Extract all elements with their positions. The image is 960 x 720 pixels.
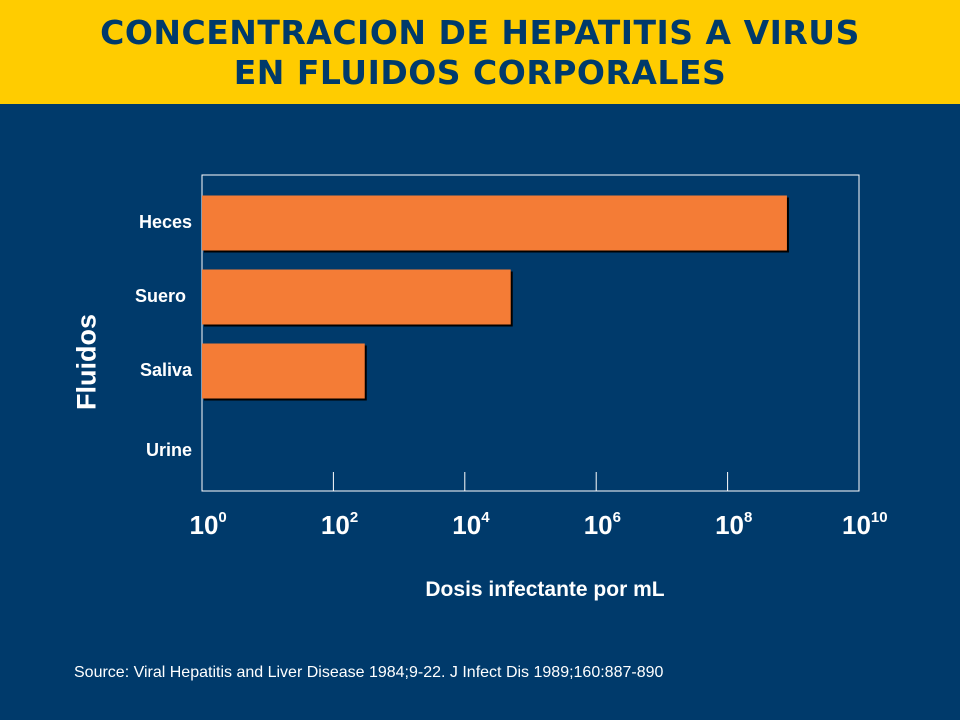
source-citation: Source: Viral Hepatitis and Liver Diseas…: [74, 664, 664, 681]
title-banner: CONCENTRACION DE HEPATITIS A VIRUS EN FL…: [0, 0, 960, 104]
x-tick-exponent: 0: [218, 509, 227, 527]
x-tick-base: 10: [715, 510, 745, 540]
category-label-saliva: Saliva: [139, 360, 192, 380]
slide-title-line-2: EN FLUIDOS CORPORALES: [233, 53, 727, 92]
x-tick-exponent: 10: [870, 509, 888, 527]
x-tick-exponent: 6: [612, 509, 621, 527]
slide-title-line-1: CONCENTRACION DE HEPATITIS A VIRUS: [100, 13, 860, 52]
x-tick-base: 10: [320, 510, 350, 540]
chart-frame: [201, 174, 860, 492]
x-tick-exponent: 8: [744, 509, 753, 527]
x-tick-label: 100: [189, 509, 227, 541]
category-label-suero: Suero: [134, 286, 186, 306]
bar-suero: [202, 269, 511, 325]
bar-saliva: [202, 343, 365, 399]
bar-heces: [202, 195, 787, 251]
category-label-urine: Urine: [145, 440, 192, 460]
x-tick-label: 104: [452, 509, 490, 541]
x-tick-base: 10: [189, 510, 219, 540]
x-tick-base: 10: [452, 510, 482, 540]
category-label-heces: Heces: [138, 212, 192, 232]
x-tick-exponent: 4: [481, 509, 490, 527]
x-tick-label: 106: [583, 509, 621, 541]
x-tick-label: 108: [715, 509, 753, 541]
x-tick-base: 10: [583, 510, 613, 540]
x-tick-exponent: 2: [349, 509, 359, 527]
x-tick-label: 1010: [842, 509, 888, 541]
y-axis-label: Fluidos: [71, 314, 102, 410]
x-tick-label: 102: [320, 509, 359, 541]
x-tick-base: 10: [842, 510, 871, 540]
x-axis-label: Dosis infectante por mL: [425, 578, 665, 601]
